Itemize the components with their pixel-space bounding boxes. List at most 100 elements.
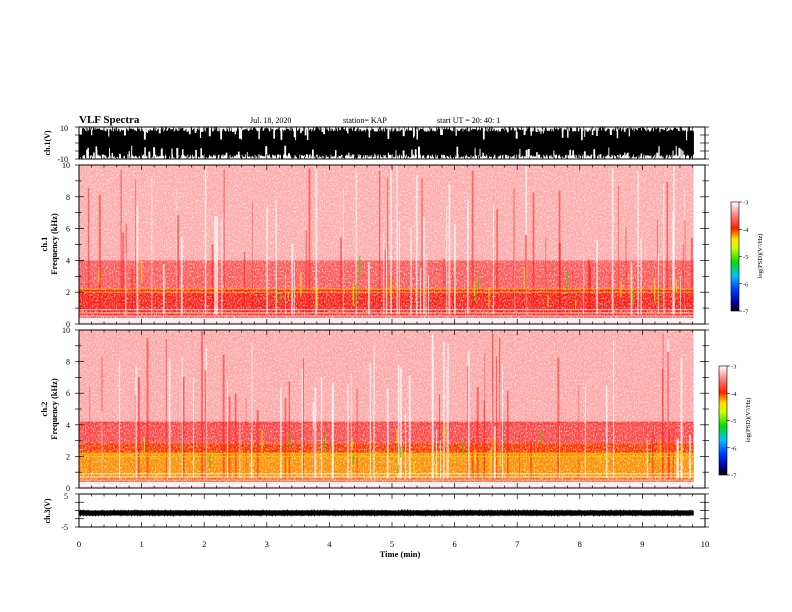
spectrogram-emission	[141, 261, 143, 282]
spectrogram-emission	[566, 270, 568, 291]
y-tick-label: 6	[66, 389, 70, 398]
ch1-waveform-gap	[479, 148, 481, 159]
spectrogram-streak	[305, 230, 307, 315]
ch1-waveform-gap	[234, 127, 236, 135]
spectrogram-nodata	[693, 165, 705, 324]
ch1-ytick-bottom: -10	[57, 155, 68, 164]
spectrogram-streak	[168, 358, 171, 479]
spectrogram-emission	[276, 295, 278, 303]
spectrogram-streak	[280, 388, 282, 479]
ch1-waveform-gap	[543, 127, 545, 134]
spectrogram-streak	[400, 367, 402, 479]
spectrogram-streak	[646, 439, 648, 479]
ch1-waveform-gap	[220, 127, 223, 140]
spectrogram-streak	[684, 189, 685, 315]
spectrogram-streak	[320, 377, 323, 479]
ch1-waveform-gap	[658, 146, 660, 159]
ch1-waveform-gap	[182, 149, 184, 159]
spectrogram-streak	[496, 356, 498, 479]
ch1-waveform-gap	[119, 153, 121, 159]
spectrogram-streak	[408, 375, 411, 479]
spectrogram-streak	[663, 184, 665, 315]
spectrogram-streak	[667, 351, 669, 479]
spectrogram-emission	[474, 449, 476, 463]
spectrogram-streak	[342, 188, 344, 315]
ch1-waveform-gap	[583, 151, 586, 159]
spectrogram-streak	[87, 187, 90, 315]
spectrogram-streak	[214, 216, 217, 315]
ch2-colorbar-label: log(PSD)(V²/Hz)	[745, 398, 752, 443]
ch1-waveform-gap	[455, 127, 457, 136]
spectrogram-emission	[599, 455, 601, 464]
ch1-waveform-gap	[95, 149, 98, 159]
ch1-colorbar-ticks: -3 -4 -5 -6 -7	[739, 200, 749, 316]
ch1-spectrogram-panel: 0 2 4 6 8 10 ch.1 Frequency (kHz) -3 -4 -5 -6 -7 …	[39, 161, 764, 329]
spectrogram-emission	[654, 278, 656, 302]
spectrogram-streak	[193, 377, 194, 479]
spectrogram-streak	[275, 199, 277, 315]
ch1-waveform-gap	[295, 127, 297, 141]
ch1-waveform-gap	[111, 152, 113, 159]
ch1-waveform-gap	[425, 127, 428, 132]
spectrogram-streak	[492, 205, 494, 315]
spectrogram-streak	[657, 219, 658, 315]
ch1-waveform-gap	[128, 153, 130, 159]
ch1-ylabel: ch.1(V)	[43, 130, 52, 155]
ch1-waveform-gap	[148, 151, 151, 159]
spectrogram-streak	[165, 339, 167, 479]
x-tick-label: 3	[265, 539, 269, 549]
colorbar-tick-label: -7	[743, 309, 749, 316]
spectrogram-streak	[118, 360, 121, 479]
station-label: station= KAP	[343, 116, 387, 125]
spectrogram-streak	[204, 169, 207, 315]
spectrogram-streak	[125, 223, 127, 315]
spectrogram-streak	[369, 362, 371, 479]
x-tick-label: 9	[640, 539, 644, 549]
spectrogram-emission	[478, 275, 480, 290]
ch1-waveform-gap	[456, 146, 459, 159]
ch1-waveform-gap	[567, 127, 569, 138]
spectrogram-streak	[684, 219, 686, 315]
ch1-waveform-gap	[608, 147, 610, 159]
y-tick-label: 0	[66, 320, 70, 329]
spectrogram-streak	[558, 190, 561, 315]
ch1-waveform-gap	[546, 127, 549, 131]
ch2-spectrogram-ylabel-freq: Frequency (kHz)	[49, 378, 59, 440]
ch1-waveform-gap	[284, 153, 286, 159]
spectrogram-streak	[589, 265, 591, 315]
spectrogram-streak	[605, 385, 608, 479]
spectrogram-emission	[581, 462, 583, 473]
spectrogram-streak	[386, 388, 389, 479]
ch2-colorbar-gradient	[718, 365, 728, 476]
spectrogram-streak	[640, 238, 642, 315]
x-tick-label: 6	[452, 539, 456, 549]
spectrogram-streak	[625, 227, 627, 315]
spectrogram-streak	[609, 271, 611, 315]
spectrogram-streak	[181, 355, 183, 479]
spectrogram-streak	[507, 390, 509, 479]
spectrogram-streak	[499, 337, 501, 479]
spectrogram-emission	[488, 288, 490, 309]
ch1-waveform-gap	[217, 127, 219, 132]
ch1-waveform-gap	[102, 155, 105, 159]
colorbar-tick-label: -5	[743, 254, 748, 261]
spectrogram-streak	[384, 249, 387, 315]
y-tick-label: 0	[66, 484, 70, 493]
spectrogram-streak	[176, 187, 178, 315]
y-tick-label: 6	[66, 225, 70, 234]
x-tick-label: 1	[139, 539, 143, 549]
ch2-spectrogram-panel: 0 2 4 6 8 10 ch.2 Frequency (kHz) -3 -4 -5 -6 -7 …	[39, 326, 752, 493]
spectrogram-streak	[222, 354, 225, 479]
ch1-waveform-gap	[91, 127, 93, 136]
spectrogram-streak	[467, 350, 470, 479]
ch1-waveform-gap	[200, 127, 203, 133]
x-tick-label: 2	[202, 539, 206, 549]
spectrogram-emission	[575, 300, 577, 307]
spectrogram-emission	[209, 455, 211, 469]
y-tick-label: 4	[66, 421, 70, 430]
spectrogram-streak	[308, 168, 311, 315]
spectrogram-streak	[611, 168, 614, 315]
spectrogram-emission	[499, 453, 501, 466]
spectrogram-streak	[446, 370, 448, 479]
spectrogram-emission	[355, 284, 357, 307]
